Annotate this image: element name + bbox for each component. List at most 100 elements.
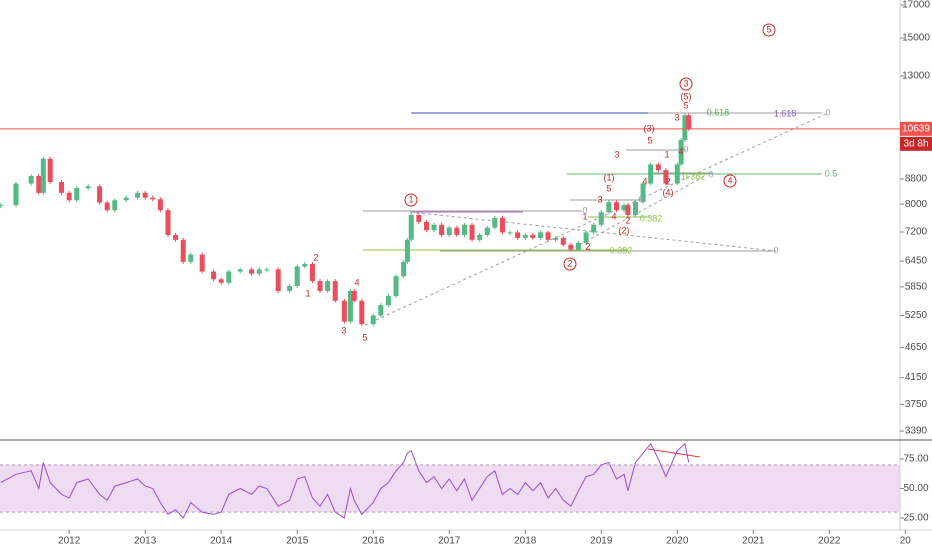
- annotation: 5: [362, 332, 367, 342]
- annotation: 3: [341, 325, 346, 335]
- y-tick-label: 6450: [905, 256, 928, 267]
- candle: [446, 227, 452, 235]
- annotation: 3: [614, 149, 619, 159]
- candle: [47, 158, 53, 183]
- candle: [294, 266, 300, 286]
- annotation: 3: [683, 78, 688, 88]
- annotation: 0.382: [640, 213, 663, 223]
- rsi-tick-label: 50.00: [903, 483, 928, 494]
- annotation: 5: [606, 183, 611, 193]
- x-tick-label: 2017: [438, 536, 461, 547]
- y-tick-label: 3750: [905, 399, 928, 410]
- candle: [218, 279, 224, 283]
- candle: [173, 234, 179, 240]
- candle: [575, 242, 581, 250]
- candle: [157, 199, 163, 211]
- drawing-line: [364, 112, 829, 326]
- x-tick-label: 20: [900, 536, 912, 547]
- y-tick-label: 17000: [902, 0, 930, 11]
- candle: [112, 200, 118, 211]
- annotation: 2: [585, 241, 590, 251]
- annotation: 2: [625, 215, 630, 225]
- wave-circle: [723, 174, 737, 188]
- candle: [256, 269, 262, 274]
- annotation: 1: [408, 194, 413, 204]
- annotation: (3): [644, 123, 655, 133]
- candle: [341, 300, 347, 322]
- x-tick-label: 2012: [58, 536, 81, 547]
- candle: [211, 271, 217, 280]
- candle: [686, 115, 692, 129]
- candle: [404, 239, 410, 262]
- annotation: (2): [619, 225, 630, 235]
- candle: [302, 263, 308, 267]
- wave-circle: [762, 23, 776, 37]
- annotation: 4: [678, 146, 683, 156]
- candle: [423, 221, 429, 231]
- candle: [393, 276, 399, 297]
- candle: [621, 205, 627, 211]
- annotation: 0.618: [707, 107, 730, 117]
- annotation: 1.618: [774, 108, 797, 118]
- x-tick-label: 2019: [590, 536, 613, 547]
- candle: [28, 176, 34, 184]
- candle: [36, 176, 42, 193]
- annotation: (5): [681, 91, 692, 101]
- rsi-tick-label: 75.00: [903, 454, 928, 465]
- candle: [507, 232, 513, 234]
- candle: [351, 290, 357, 301]
- candle: [385, 296, 391, 306]
- candle: [13, 183, 19, 206]
- candle: [150, 197, 156, 200]
- candle: [165, 210, 171, 235]
- y-tick-label: 7200: [905, 227, 928, 238]
- annotation: 4: [354, 277, 359, 287]
- wave-circle: [563, 257, 577, 271]
- candle: [678, 139, 684, 165]
- annotation: 0.382: [610, 245, 633, 255]
- annotation: 0: [825, 107, 830, 117]
- candle: [591, 224, 597, 233]
- candle: [317, 281, 323, 291]
- candle: [275, 269, 281, 291]
- x-tick-label: 2018: [514, 536, 537, 547]
- annotation: 4: [642, 176, 647, 186]
- y-tick-label: 5250: [905, 310, 928, 321]
- candle: [583, 232, 589, 243]
- candle: [655, 164, 661, 171]
- candle: [492, 217, 498, 228]
- candle: [625, 205, 631, 215]
- candle: [431, 224, 437, 231]
- drawing-line: [647, 448, 701, 458]
- candle: [461, 224, 467, 235]
- candle: [515, 232, 521, 238]
- candle: [640, 183, 646, 202]
- annotation: (1): [604, 172, 615, 182]
- annotation: 5: [647, 135, 652, 145]
- candle: [484, 227, 490, 235]
- annotation: 3: [597, 194, 602, 204]
- x-tick-label: 2014: [210, 536, 233, 547]
- candle: [674, 164, 680, 184]
- candle: [74, 188, 80, 201]
- annotation: (4): [663, 187, 674, 197]
- candle: [632, 201, 638, 215]
- annotation: 0.382: [683, 171, 706, 181]
- countdown-box: [900, 136, 932, 151]
- candle: [123, 197, 129, 201]
- candle: [560, 237, 566, 245]
- candle: [370, 315, 376, 325]
- x-tick-label: 2021: [742, 536, 765, 547]
- annotation: 5: [683, 100, 688, 110]
- x-tick-label: 2020: [666, 536, 689, 547]
- candle: [537, 232, 543, 238]
- candle: [347, 290, 353, 322]
- candle: [264, 269, 270, 271]
- candle: [469, 224, 475, 240]
- candle: [199, 254, 205, 272]
- annotation: 1: [305, 288, 310, 298]
- candle: [378, 305, 384, 316]
